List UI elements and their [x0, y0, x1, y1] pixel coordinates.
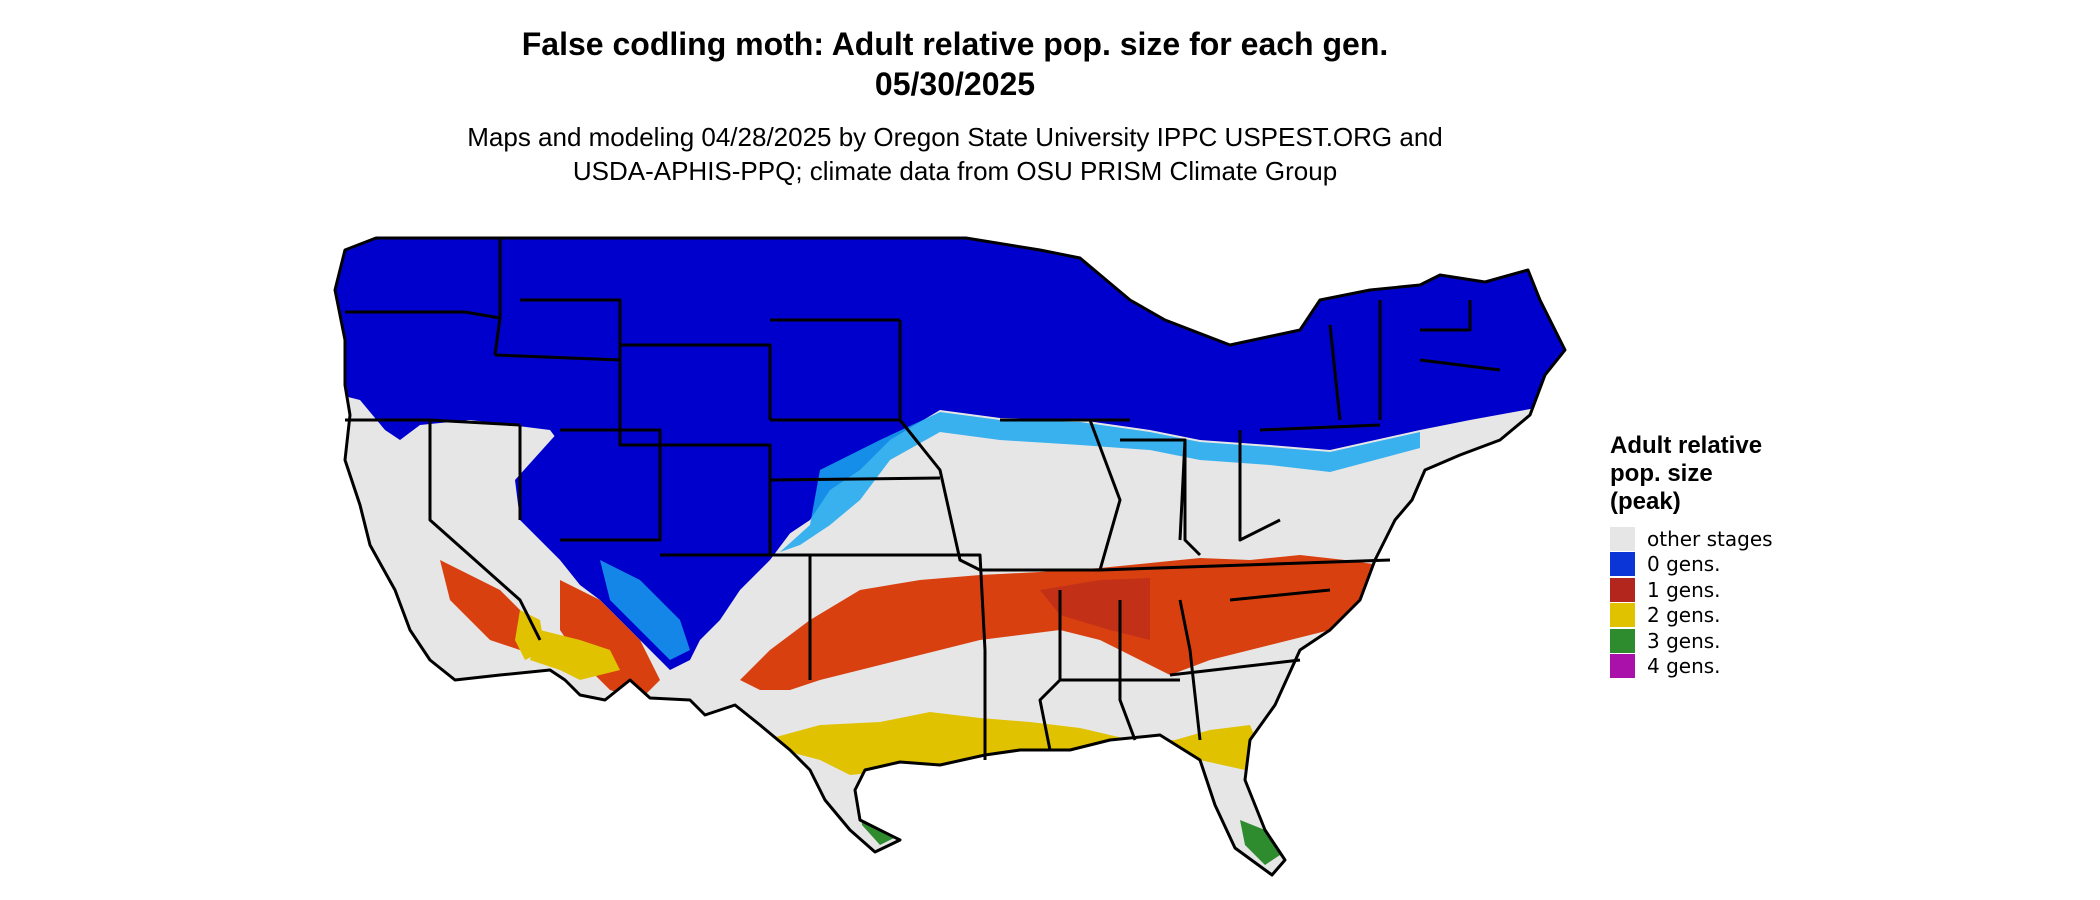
legend-title-line2: pop. size	[1610, 460, 1713, 487]
legend-swatch	[1610, 577, 1635, 602]
two-gen-california	[515, 610, 545, 660]
legend-swatch	[1610, 552, 1635, 577]
legend-swatch	[1610, 603, 1635, 628]
map-credits-line1: Maps and modeling 04/28/2025 by Oregon S…	[467, 122, 1443, 152]
one-gen-band-core	[1040, 578, 1150, 640]
legend-label: 3 gens.	[1647, 628, 1721, 653]
map-title: False codling moth: Adult relative pop. …	[521, 26, 1389, 62]
us-map	[333, 236, 1567, 877]
zero-gen-mountain-fringe	[600, 560, 690, 660]
map-credits-line2: USDA-APHIS-PPQ; climate data from OSU PR…	[572, 156, 1338, 186]
legend-item: 0 gens.	[1610, 552, 1910, 578]
legend-item: 3 gens.	[1610, 628, 1910, 654]
one-gen-southwest	[440, 560, 540, 650]
legend-items: other stages 0 gens. 1 gens. 2 gens. 3 gens.…	[1610, 526, 1910, 679]
legend-label: other stages	[1647, 526, 1773, 551]
legend-title-line3: (peak)	[1610, 488, 1681, 515]
legend-label: 2 gens.	[1647, 603, 1721, 628]
map-legend: Adult relative pop. size (peak) other st…	[1610, 432, 1910, 679]
legend-swatch	[1610, 628, 1635, 653]
zero-gen-region-southwest	[515, 430, 800, 670]
two-gen-gulf-band	[765, 712, 1265, 775]
national-outline	[333, 236, 1567, 877]
legend-label: 0 gens.	[1647, 552, 1721, 577]
two-gen-southwest	[530, 630, 620, 680]
three-gen-florida-tip	[1240, 820, 1280, 865]
legend-label: 1 gens.	[1647, 577, 1721, 602]
legend-label: 4 gens.	[1647, 654, 1721, 679]
legend-item: 2 gens.	[1610, 603, 1910, 629]
legend-swatch	[1610, 654, 1635, 679]
legend-item: 1 gens.	[1610, 577, 1910, 603]
zero-gen-transition-band	[780, 412, 1420, 552]
one-gen-band	[740, 555, 1390, 690]
legend-item: other stages	[1610, 526, 1910, 552]
one-gen-arizona	[560, 580, 660, 700]
state-borders	[333, 236, 1567, 877]
legend-title-line1: Adult relative	[1610, 432, 1763, 459]
legend-swatch	[1610, 526, 1635, 551]
legend-item: 4 gens.	[1610, 654, 1910, 680]
map-date: 05/30/2025	[874, 66, 1036, 102]
